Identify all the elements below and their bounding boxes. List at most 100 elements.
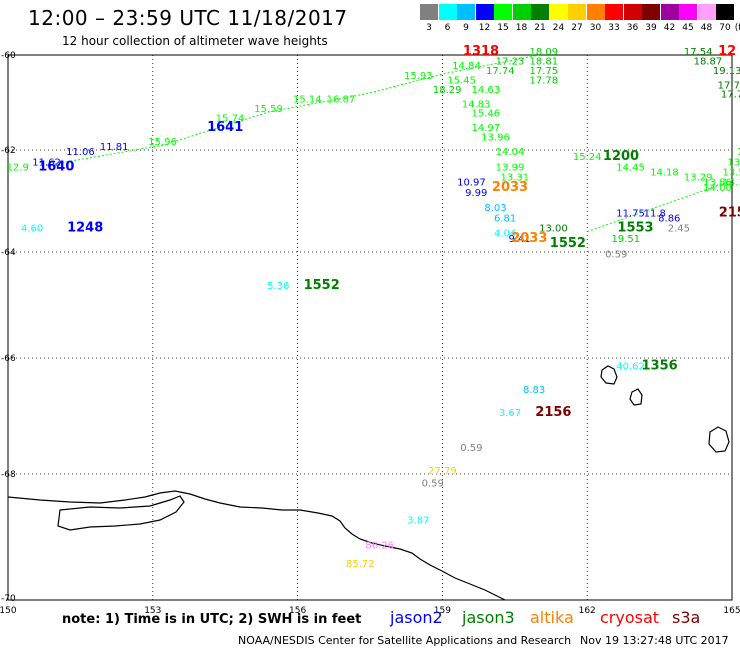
pass-time: 1248 bbox=[67, 221, 103, 236]
track-path bbox=[46, 54, 539, 166]
swh-value: 0.59 bbox=[460, 443, 482, 454]
scale-swatch bbox=[586, 4, 605, 20]
swh-value: 14.97 bbox=[471, 123, 500, 134]
swh-value: 13.31 bbox=[500, 173, 529, 184]
swh-value: 85.72 bbox=[346, 559, 375, 570]
swh-value: 14.32 bbox=[722, 178, 740, 189]
antarctic-coastline bbox=[7, 490, 506, 601]
swh-value: 13.29 bbox=[684, 173, 713, 184]
lat-label: -60 bbox=[1, 51, 16, 61]
generated-timestamp: Nov 19 13:27:48 UTC 2017 bbox=[580, 634, 729, 647]
lat-label: -66 bbox=[1, 354, 16, 364]
map-frame bbox=[7, 54, 733, 601]
swh-value: 15.59 bbox=[254, 104, 283, 115]
swh-value: 86.26 bbox=[365, 540, 394, 551]
swh-value: 14.63 bbox=[471, 85, 500, 96]
pass-time: 1552 bbox=[550, 236, 586, 251]
swh-value: 13.00 bbox=[539, 224, 568, 235]
swh-value: 19.13 bbox=[713, 66, 740, 77]
swh-value: 11.75 bbox=[616, 208, 645, 219]
scale-label: 30 bbox=[589, 23, 602, 33]
legend-s3a: s3a bbox=[672, 608, 701, 627]
swh-value: 11.62 bbox=[32, 157, 61, 168]
scale-label: 21 bbox=[534, 23, 546, 33]
swh-value: 18.09 bbox=[529, 47, 558, 58]
scale-label: 27 bbox=[571, 23, 583, 33]
pass-time: 1640 bbox=[38, 159, 74, 174]
swh-value: 12.9 bbox=[7, 162, 29, 173]
pass-time: 1553 bbox=[617, 221, 653, 236]
swh-value: 15.24 bbox=[573, 152, 602, 163]
lon-label: 153 bbox=[144, 606, 161, 616]
swh-value: 6.81 bbox=[494, 213, 516, 224]
swh-value: 8.86 bbox=[658, 213, 680, 224]
swh-value: 14.84 bbox=[452, 61, 481, 72]
swh-value: 13.86 bbox=[703, 178, 732, 189]
swh-value: 5.36 bbox=[267, 281, 289, 292]
swh-value: 9.41 bbox=[508, 234, 530, 245]
scale-label: 45 bbox=[682, 23, 694, 33]
scale-swatch bbox=[568, 4, 586, 20]
scale-label: 36 bbox=[626, 23, 639, 33]
legend-altika: altika bbox=[530, 608, 574, 627]
swh-value: 13.50 bbox=[722, 168, 740, 179]
scale-label: 48 bbox=[700, 23, 713, 33]
scale-swatch bbox=[716, 4, 734, 20]
swh-value: 17.74 bbox=[486, 66, 515, 77]
legend-jason2: jason2 bbox=[390, 608, 443, 627]
scale-swatch bbox=[420, 4, 438, 20]
swh-value: 14.00 bbox=[703, 183, 732, 194]
swh-value: 16.87 bbox=[327, 95, 356, 106]
scale-label: 9 bbox=[463, 23, 469, 33]
island-1 bbox=[600, 365, 618, 385]
page-title: 12:00 – 23:59 UTC 11/18/2017 bbox=[28, 6, 348, 30]
swh-value: 2.45 bbox=[668, 224, 690, 235]
lon-label: 165 bbox=[723, 606, 740, 616]
swh-value: 18.29 bbox=[433, 85, 462, 96]
scale-swatch bbox=[660, 4, 679, 20]
scale-label: 24 bbox=[552, 23, 565, 33]
scale-swatch bbox=[605, 4, 623, 20]
pass-time: 1552 bbox=[304, 278, 340, 293]
swh-value: 15.96 bbox=[148, 137, 177, 148]
swh-value: 13.99 bbox=[496, 162, 525, 173]
lat-label: -68 bbox=[1, 470, 16, 480]
pass-time: 2033 bbox=[492, 180, 528, 195]
swh-value: 14.83 bbox=[462, 99, 491, 110]
swh-value: 15.14 bbox=[293, 95, 322, 106]
scale-swatch bbox=[642, 4, 660, 20]
lon-label: 156 bbox=[289, 606, 306, 616]
swh-value: 15.74 bbox=[216, 114, 245, 125]
swh-value: 17.75 bbox=[529, 66, 558, 77]
page-subtitle: 12 hour collection of altimeter wave hei… bbox=[62, 34, 328, 48]
swh-value: 9.99 bbox=[465, 188, 487, 199]
scale-swatch bbox=[475, 4, 494, 20]
lon-label: 162 bbox=[579, 606, 596, 616]
swh-value: 4.04 bbox=[494, 229, 516, 240]
scale-swatch bbox=[679, 4, 697, 20]
pass-time: 1356 bbox=[642, 359, 678, 374]
scale-swatch bbox=[512, 4, 531, 20]
swh-value: 15.93 bbox=[404, 71, 433, 82]
swh-value: 8.83 bbox=[523, 385, 545, 396]
swh-value: 17.54 bbox=[684, 47, 713, 58]
legend-cryosat: cryosat bbox=[600, 608, 660, 627]
scale-label: 42 bbox=[663, 23, 676, 33]
lat-label: -64 bbox=[1, 248, 16, 258]
coastal-inlet bbox=[57, 495, 185, 531]
scale-label: 12 bbox=[478, 23, 491, 33]
pass-time: 1641 bbox=[207, 120, 243, 135]
swh-value: 11.06 bbox=[66, 147, 95, 158]
swh-value: 15.46 bbox=[471, 109, 500, 120]
legend-jason3: jason3 bbox=[462, 608, 515, 627]
swh-value: 8.03 bbox=[484, 203, 506, 214]
swh-value: 40.62 bbox=[616, 362, 645, 373]
island-2 bbox=[629, 388, 643, 406]
lat-label: -62 bbox=[1, 146, 16, 156]
lon-label: 159 bbox=[434, 606, 451, 616]
pass-time: 2155 bbox=[719, 205, 740, 220]
scale-swatch bbox=[531, 4, 549, 20]
